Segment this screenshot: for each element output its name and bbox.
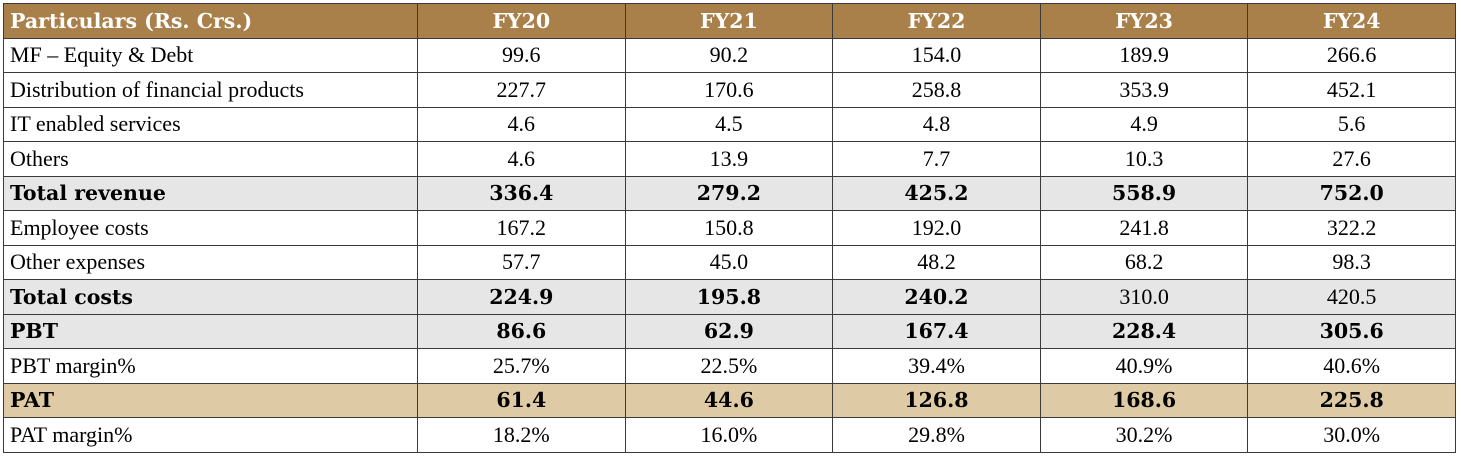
table-row: Total costs 224.9 195.8 240.2 310.0 420.5 xyxy=(3,279,1456,315)
row-value-fy22: 154.0 xyxy=(832,37,1041,73)
row-label: PBT margin% xyxy=(3,348,418,384)
row-value-fy23: 353.9 xyxy=(1039,72,1249,108)
row-value-fy21: 45.0 xyxy=(624,244,834,280)
table-body: MF – Equity & Debt 99.6 90.2 154.0 189.9 266.… xyxy=(3,37,1456,453)
row-value-fy24: 40.6% xyxy=(1247,348,1456,384)
row-value-fy21: 4.5 xyxy=(624,106,834,142)
row-label: PAT margin% xyxy=(3,417,418,453)
row-value-fy20: 336.4 xyxy=(417,175,626,211)
row-value-fy24: 27.6 xyxy=(1247,141,1456,177)
row-value-fy24: 98.3 xyxy=(1247,244,1456,280)
row-value-fy23: 189.9 xyxy=(1039,37,1249,73)
row-value-fy20: 18.2% xyxy=(417,417,626,453)
table-row: PAT margin% 18.2% 16.0% 29.8% 30.2% 30.0% xyxy=(3,417,1456,453)
financial-summary-table: Particulars (Rs. Crs.) FY20 FY21 FY22 FY… xyxy=(3,3,1456,453)
row-label: PAT xyxy=(3,382,418,418)
row-value-fy20: 99.6 xyxy=(417,37,626,73)
row-value-fy24: 322.2 xyxy=(1247,210,1456,246)
row-value-fy22: 240.2 xyxy=(832,279,1041,315)
row-value-fy23: 68.2 xyxy=(1039,244,1249,280)
row-value-fy22: 4.8 xyxy=(832,106,1041,142)
header-fy21: FY21 xyxy=(624,3,834,39)
financial-table-container: Particulars (Rs. Crs.) FY20 FY21 FY22 FY… xyxy=(3,3,1456,453)
row-value-fy24: 420.5 xyxy=(1247,279,1456,315)
row-value-fy24: 452.1 xyxy=(1247,72,1456,108)
row-value-fy20: 61.4 xyxy=(417,382,626,418)
row-value-fy21: 150.8 xyxy=(624,210,834,246)
row-label: Employee costs xyxy=(3,210,418,246)
header-fy22: FY22 xyxy=(832,3,1041,39)
row-value-fy24: 30.0% xyxy=(1247,417,1456,453)
row-value-fy22: 29.8% xyxy=(832,417,1041,453)
row-value-fy22: 48.2 xyxy=(832,244,1041,280)
row-value-fy21: 22.5% xyxy=(624,348,834,384)
row-value-fy21: 279.2 xyxy=(624,175,834,211)
row-value-fy24: 5.6 xyxy=(1247,106,1456,142)
row-value-fy22: 258.8 xyxy=(832,72,1041,108)
row-value-fy20: 25.7% xyxy=(417,348,626,384)
table-row: PAT 61.4 44.6 126.8 168.6 225.8 xyxy=(3,382,1456,418)
row-value-fy24: 305.6 xyxy=(1247,313,1456,349)
row-value-fy20: 4.6 xyxy=(417,106,626,142)
row-value-fy23: 30.2% xyxy=(1039,417,1249,453)
row-value-fy20: 57.7 xyxy=(417,244,626,280)
row-value-fy21: 13.9 xyxy=(624,141,834,177)
row-value-fy23: 310.0 xyxy=(1039,279,1249,315)
row-value-fy22: 167.4 xyxy=(832,313,1041,349)
row-value-fy24: 266.6 xyxy=(1247,37,1456,73)
row-value-fy24: 752.0 xyxy=(1247,175,1456,211)
row-label: Distribution of financial products xyxy=(3,72,418,108)
table-row: IT enabled services 4.6 4.5 4.8 4.9 5.6 xyxy=(3,106,1456,142)
row-label: IT enabled services xyxy=(3,106,418,142)
row-value-fy23: 4.9 xyxy=(1039,106,1249,142)
row-value-fy24: 225.8 xyxy=(1247,382,1456,418)
row-value-fy20: 4.6 xyxy=(417,141,626,177)
row-label: Other expenses xyxy=(3,244,418,280)
table-row: PBT margin% 25.7% 22.5% 39.4% 40.9% 40.6% xyxy=(3,348,1456,384)
row-value-fy22: 126.8 xyxy=(832,382,1041,418)
row-label: Total revenue xyxy=(3,175,418,211)
row-value-fy21: 170.6 xyxy=(624,72,834,108)
row-value-fy23: 10.3 xyxy=(1039,141,1249,177)
header-fy23: FY23 xyxy=(1039,3,1249,39)
row-value-fy23: 241.8 xyxy=(1039,210,1249,246)
table-row: Employee costs 167.2 150.8 192.0 241.8 322.2 xyxy=(3,210,1456,246)
row-value-fy21: 62.9 xyxy=(624,313,834,349)
table-row: PBT 86.6 62.9 167.4 228.4 305.6 xyxy=(3,313,1456,349)
row-value-fy20: 86.6 xyxy=(417,313,626,349)
row-value-fy20: 224.9 xyxy=(417,279,626,315)
row-value-fy21: 90.2 xyxy=(624,37,834,73)
table-row: MF – Equity & Debt 99.6 90.2 154.0 189.9 266.… xyxy=(3,37,1456,73)
row-value-fy20: 227.7 xyxy=(417,72,626,108)
row-value-fy23: 228.4 xyxy=(1039,313,1249,349)
row-label: Others xyxy=(3,141,418,177)
row-value-fy22: 39.4% xyxy=(832,348,1041,384)
table-header-row: Particulars (Rs. Crs.) FY20 FY21 FY22 FY… xyxy=(3,3,1456,39)
row-value-fy23: 168.6 xyxy=(1039,382,1249,418)
table-row: Other expenses 57.7 45.0 48.2 68.2 98.3 xyxy=(3,244,1456,280)
table-row: Others 4.6 13.9 7.7 10.3 27.6 xyxy=(3,141,1456,177)
row-value-fy21: 195.8 xyxy=(624,279,834,315)
row-value-fy20: 167.2 xyxy=(417,210,626,246)
header-fy24: FY24 xyxy=(1247,3,1456,39)
row-value-fy21: 16.0% xyxy=(624,417,834,453)
header-fy20: FY20 xyxy=(417,3,626,39)
header-particulars: Particulars (Rs. Crs.) xyxy=(3,3,418,39)
table-row: Distribution of financial products 227.7 1… xyxy=(3,72,1456,108)
row-label: Total costs xyxy=(3,279,418,315)
row-value-fy22: 7.7 xyxy=(832,141,1041,177)
row-value-fy23: 558.9 xyxy=(1039,175,1249,211)
row-label: PBT xyxy=(3,313,418,349)
row-value-fy22: 192.0 xyxy=(832,210,1041,246)
row-label: MF – Equity & Debt xyxy=(3,37,418,73)
row-value-fy22: 425.2 xyxy=(832,175,1041,211)
row-value-fy21: 44.6 xyxy=(624,382,834,418)
row-value-fy23: 40.9% xyxy=(1039,348,1249,384)
table-row: Total revenue 336.4 279.2 425.2 558.9 752.0 xyxy=(3,175,1456,211)
